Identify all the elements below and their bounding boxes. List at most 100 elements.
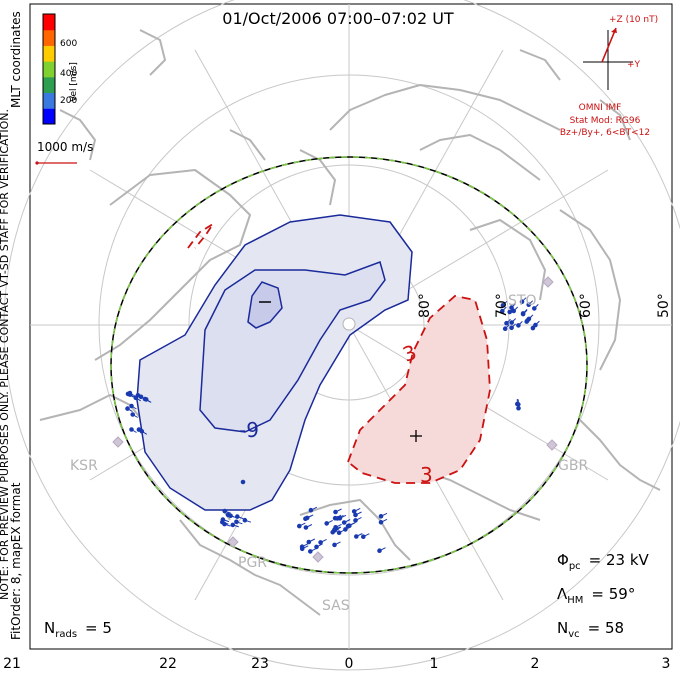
vector-line (535, 320, 540, 326)
vector-line (299, 522, 306, 527)
contour-label-positive-lower: 3 (420, 463, 433, 487)
imf-model: Stat Mod: RG96 (570, 116, 641, 126)
preview-notice: NOTE: FOR PREVIEW PURPOSES ONLY. PLEASE … (0, 109, 11, 600)
vector-line (511, 318, 517, 323)
hm-boundary-dash (110, 156, 588, 574)
colorbar-segment (43, 45, 55, 62)
radar-label-gbr: GBR (558, 458, 588, 474)
velocity-scale-label: 1000 m/s (37, 140, 93, 154)
vector-line (349, 522, 356, 527)
vector-line (356, 533, 363, 537)
vector-line (237, 516, 244, 520)
imf-z-label: +Z (10 nT) (609, 15, 658, 25)
vector-line (306, 514, 314, 519)
colorbar-segment (43, 61, 55, 78)
mlt-tick-3: 3 (662, 656, 671, 672)
vector-line (310, 506, 318, 511)
mlt-tick-21: 21 (3, 656, 21, 672)
vector-line (236, 521, 243, 525)
vector-count: Nvc = 58 (557, 619, 624, 640)
mlt-tick-23: 23 (251, 656, 269, 672)
vector-line (224, 523, 231, 527)
vector-line (335, 523, 342, 528)
vector-line (135, 397, 141, 402)
potential-maximum-marker (410, 430, 422, 442)
mlt-axis: 21 22 23 0 1 2 3 (3, 656, 670, 672)
vector-line (533, 304, 539, 309)
vector-line (326, 519, 333, 524)
colorbar-tick-600: 600 (60, 39, 77, 49)
vector-line (310, 547, 317, 552)
vector-line (509, 307, 515, 313)
vector-line (337, 514, 344, 519)
colorbar-label: Vel [m/s] (69, 62, 79, 102)
magnetic-pole (342, 317, 356, 331)
vector-line (363, 533, 370, 538)
colorbar-segment (43, 108, 55, 125)
vector-line (305, 524, 313, 528)
radar-sites (112, 276, 558, 563)
colorbar-tick-200: 200 (60, 96, 77, 106)
latitude-label-80: 80° (417, 293, 433, 318)
vector-line (232, 524, 239, 528)
imf-source: OMNI IMF (579, 103, 622, 113)
cross-polar-potential: Φpc = 23 kV (557, 551, 650, 572)
positive-cell-small (187, 223, 214, 249)
vector-line (501, 306, 507, 312)
radar-count: Nrads = 5 (44, 619, 112, 640)
vector-line (522, 309, 528, 315)
contour-label-negative: -9 (239, 418, 259, 442)
imf-condition: Bz+/By+, 6<BT<12 (560, 128, 650, 138)
radar-label-pgr: PGR (238, 555, 267, 571)
vector-line (527, 316, 532, 321)
vector-line (140, 396, 147, 401)
vector-line (353, 507, 361, 512)
vector-line (379, 547, 386, 552)
vector-line (518, 321, 523, 326)
vector-line (504, 324, 510, 330)
vector-line (227, 514, 235, 518)
negative-cell-core (247, 281, 283, 329)
negative-cell-mid (199, 261, 386, 433)
radar-label-sto: STO (508, 293, 536, 309)
vector-line (511, 303, 516, 308)
vector-line (511, 323, 516, 329)
latitude-label-50: 50° (656, 293, 672, 318)
vector-line (355, 516, 362, 521)
vector-line (506, 318, 511, 324)
vector-line (129, 392, 136, 397)
radar-label-ksr: KSR (70, 458, 98, 474)
colorbar-segment (43, 92, 55, 109)
colorbar-segment (43, 29, 55, 46)
vector-line (343, 519, 351, 523)
vector-line (308, 538, 316, 543)
mlt-tick-0: 0 (345, 656, 354, 672)
imf-y-label: +Y (627, 60, 641, 70)
vector-line (380, 518, 388, 523)
colorbar-segment (43, 76, 55, 94)
vector-origin (351, 509, 357, 514)
velocity-scale-origin (35, 161, 39, 165)
vector-line (320, 538, 327, 543)
vector-line (339, 514, 347, 519)
vector-line (380, 512, 388, 517)
mlt-tick-1: 1 (430, 656, 439, 672)
vector-line (131, 405, 137, 410)
latitude-label-60: 60° (578, 293, 594, 318)
vector-line (528, 300, 534, 306)
coordinates-label: MLT coordinates (9, 11, 23, 108)
mlt-tick-22: 22 (159, 656, 177, 672)
plot-frame (29, 3, 673, 650)
vector-line (244, 519, 252, 523)
vector-line (521, 297, 527, 303)
velocity-colorbar (42, 13, 56, 125)
vector-line (335, 508, 342, 513)
vector-line (301, 545, 309, 550)
mlt-tick-2: 2 (531, 656, 540, 672)
vector-line (132, 414, 138, 418)
colorbar-tick-400: 400 (60, 69, 77, 79)
vector-line (355, 511, 362, 516)
vector-line (334, 541, 341, 546)
colorbar-segment (43, 14, 55, 31)
